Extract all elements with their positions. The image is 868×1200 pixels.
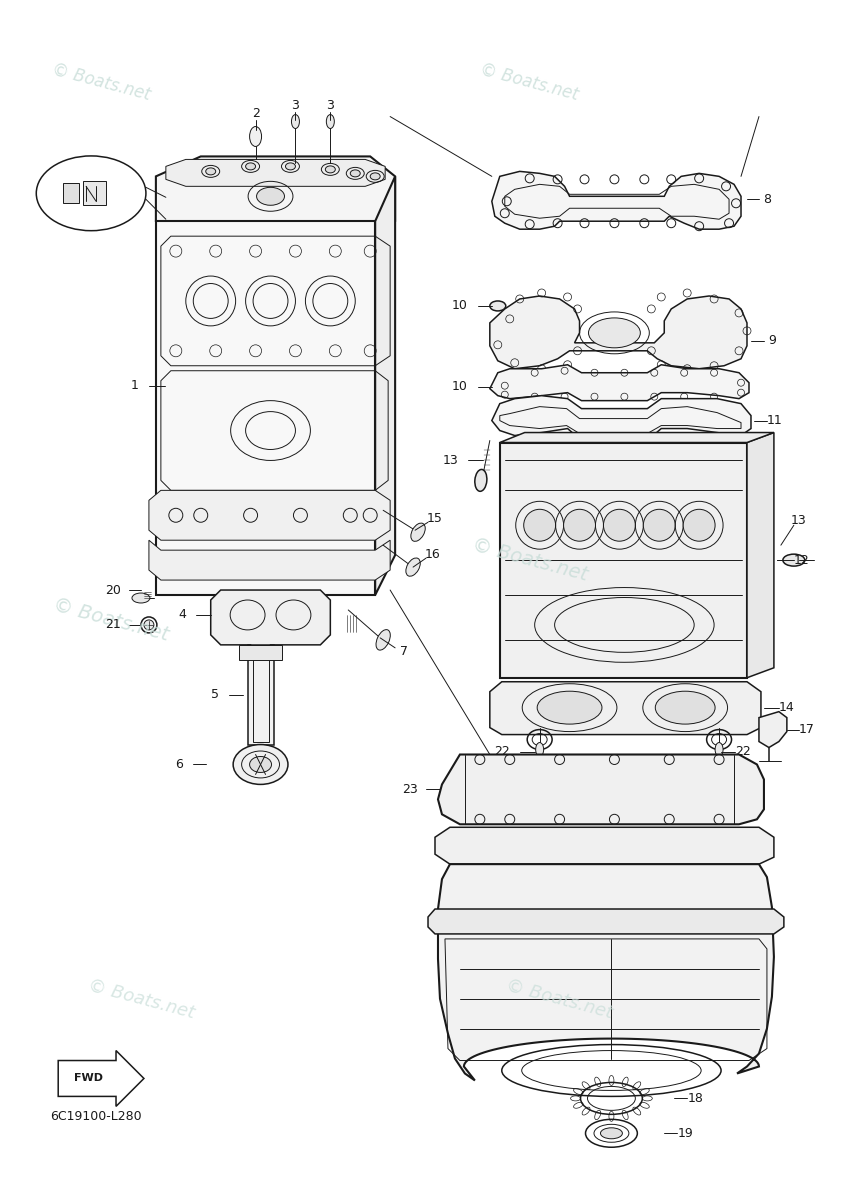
- Polygon shape: [438, 864, 774, 1080]
- Text: © Boats.net: © Boats.net: [504, 976, 615, 1021]
- Text: 22: 22: [494, 745, 510, 758]
- Polygon shape: [149, 540, 390, 580]
- Polygon shape: [500, 432, 774, 443]
- Ellipse shape: [292, 114, 299, 128]
- Polygon shape: [759, 712, 787, 748]
- Text: 11: 11: [767, 414, 783, 427]
- Polygon shape: [492, 172, 741, 229]
- Polygon shape: [500, 443, 747, 678]
- Polygon shape: [428, 910, 784, 934]
- Ellipse shape: [715, 743, 723, 756]
- Text: 5: 5: [211, 688, 219, 701]
- Text: 18: 18: [687, 1092, 703, 1105]
- Ellipse shape: [250, 126, 261, 146]
- Ellipse shape: [376, 630, 391, 650]
- Polygon shape: [149, 491, 390, 540]
- Ellipse shape: [351, 170, 360, 176]
- Polygon shape: [490, 682, 761, 734]
- Ellipse shape: [250, 756, 272, 773]
- Text: 3: 3: [292, 100, 299, 112]
- Text: 2: 2: [252, 107, 260, 120]
- Ellipse shape: [683, 509, 715, 541]
- Ellipse shape: [411, 523, 425, 541]
- Text: 1: 1: [131, 379, 139, 392]
- Text: 21: 21: [105, 618, 121, 631]
- Ellipse shape: [326, 114, 334, 128]
- Ellipse shape: [233, 744, 288, 785]
- Text: 10: 10: [452, 300, 468, 312]
- Ellipse shape: [206, 168, 216, 175]
- Text: © Boats.net: © Boats.net: [478, 60, 581, 103]
- Text: 9: 9: [768, 335, 776, 347]
- Text: 13: 13: [442, 454, 458, 467]
- Ellipse shape: [257, 187, 285, 205]
- Text: © Boats.net: © Boats.net: [51, 595, 171, 644]
- Ellipse shape: [406, 558, 420, 576]
- Ellipse shape: [144, 620, 154, 630]
- Text: 20: 20: [105, 583, 121, 596]
- Ellipse shape: [475, 469, 487, 491]
- Polygon shape: [747, 432, 774, 678]
- Text: 16: 16: [425, 547, 441, 560]
- Ellipse shape: [589, 318, 641, 348]
- Text: 17: 17: [799, 724, 815, 736]
- Ellipse shape: [536, 743, 543, 756]
- Ellipse shape: [643, 509, 675, 541]
- Text: 6C19100-L280: 6C19100-L280: [50, 1110, 141, 1123]
- Polygon shape: [492, 396, 751, 440]
- Polygon shape: [247, 644, 273, 744]
- Ellipse shape: [490, 301, 506, 311]
- Polygon shape: [435, 827, 774, 864]
- Text: 14: 14: [779, 701, 795, 714]
- Ellipse shape: [286, 163, 295, 170]
- Text: © Boats.net: © Boats.net: [86, 976, 196, 1021]
- Polygon shape: [83, 181, 106, 205]
- Text: 10: 10: [452, 380, 468, 394]
- Text: 6: 6: [175, 758, 183, 770]
- Ellipse shape: [371, 173, 380, 180]
- Polygon shape: [166, 160, 385, 186]
- Polygon shape: [490, 365, 749, 401]
- Polygon shape: [438, 755, 764, 824]
- Text: 3: 3: [326, 100, 334, 112]
- Ellipse shape: [783, 554, 805, 566]
- Ellipse shape: [601, 1128, 622, 1139]
- Ellipse shape: [563, 509, 595, 541]
- Polygon shape: [156, 221, 375, 595]
- Text: © Boats.net: © Boats.net: [470, 535, 589, 584]
- Ellipse shape: [537, 691, 602, 724]
- Polygon shape: [156, 156, 395, 241]
- Text: 12: 12: [794, 553, 810, 566]
- Ellipse shape: [36, 156, 146, 230]
- Text: 4: 4: [178, 608, 186, 622]
- Text: 22: 22: [735, 745, 751, 758]
- Text: 8: 8: [763, 193, 771, 205]
- Ellipse shape: [326, 166, 335, 173]
- Polygon shape: [211, 590, 331, 660]
- Ellipse shape: [132, 593, 150, 602]
- Text: 13: 13: [791, 514, 806, 527]
- Polygon shape: [239, 644, 282, 660]
- Ellipse shape: [246, 163, 255, 170]
- Text: 7: 7: [400, 646, 408, 659]
- Text: © Boats.net: © Boats.net: [49, 60, 152, 103]
- Polygon shape: [490, 296, 747, 368]
- Polygon shape: [63, 184, 79, 203]
- Text: 15: 15: [427, 511, 443, 524]
- Polygon shape: [375, 176, 395, 595]
- Text: FWD: FWD: [74, 1074, 102, 1084]
- Polygon shape: [58, 1050, 144, 1106]
- Text: 23: 23: [402, 782, 418, 796]
- Ellipse shape: [655, 691, 715, 724]
- Ellipse shape: [603, 509, 635, 541]
- Ellipse shape: [523, 509, 556, 541]
- Text: 19: 19: [677, 1127, 693, 1140]
